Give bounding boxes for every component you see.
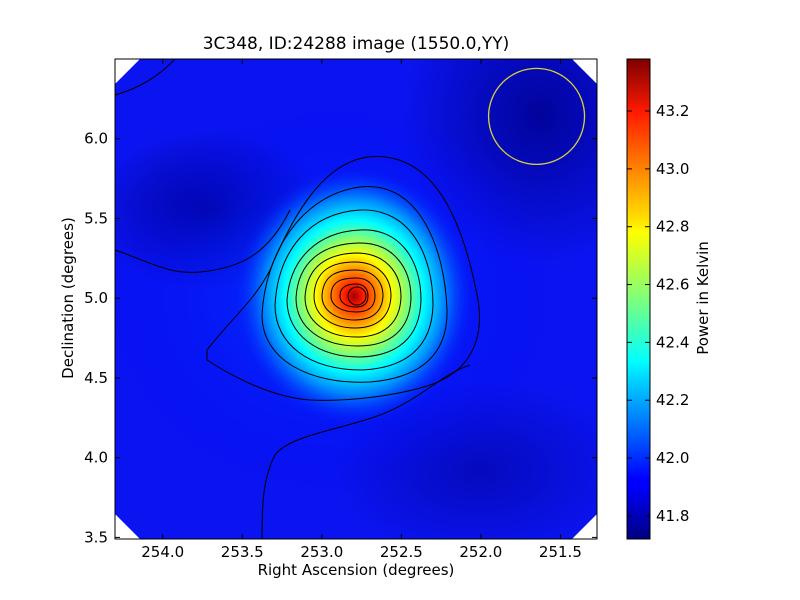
beam-circle <box>487 67 586 166</box>
colorbar-tick-label: 42.8 <box>656 218 689 236</box>
x-axis-ticks: 254.0 253.5 253.0 252.5 252.0 251.5 <box>141 59 582 561</box>
contour-3 <box>274 209 434 371</box>
x-tick-label: 252.0 <box>459 543 502 561</box>
x-axis-label: Right Ascension (degrees) <box>257 561 455 579</box>
colorbar-tick-label: 43.2 <box>656 102 689 120</box>
contour-lines <box>115 59 480 539</box>
colorbar-tick-label: 42.4 <box>656 333 689 351</box>
colorbar-label: Power in Kelvin <box>694 241 712 355</box>
contour-8 <box>321 269 384 321</box>
contour-bottom <box>261 364 471 539</box>
x-tick-label: 254.0 <box>141 543 184 561</box>
contour-6 <box>304 252 402 338</box>
plot-frame <box>114 58 598 540</box>
x-tick-label: 253.5 <box>221 543 264 561</box>
contour-left-lobe <box>115 209 291 273</box>
y-tick-label: 5.0 <box>84 289 108 307</box>
heatmap-image <box>115 59 597 539</box>
contour-10 <box>339 283 369 308</box>
y-tick-label: 5.5 <box>84 209 108 227</box>
y-tick-label: 4.0 <box>84 449 108 467</box>
colorbar-tick-label: 42.0 <box>656 449 689 467</box>
colorbar-tick-label: 42.6 <box>656 276 689 294</box>
colorbar <box>626 58 651 540</box>
contour-5 <box>295 242 412 347</box>
y-tick-label: 4.5 <box>84 369 108 387</box>
contour-9 <box>330 277 376 313</box>
y-axis-label: Declination (degrees) <box>59 217 77 379</box>
contour-2 <box>261 186 448 383</box>
x-tick-label: 251.5 <box>539 543 582 561</box>
colorbar-ticks: 41.8 42.0 42.2 42.4 42.6 42.8 43.0 43.2 <box>627 102 689 525</box>
colorbar-tick-label: 42.2 <box>656 391 689 409</box>
contour-4 <box>286 229 422 358</box>
x-tick-label: 252.5 <box>380 543 423 561</box>
colorbar-tick-label: 43.0 <box>656 160 689 178</box>
colorbar-tick-label: 41.8 <box>656 507 689 525</box>
contour-peak <box>347 286 367 306</box>
y-axis-ticks: 3.5 4.0 4.5 5.0 5.5 6.0 <box>84 130 597 546</box>
x-tick-label: 253.0 <box>300 543 343 561</box>
y-tick-label: 6.0 <box>84 130 108 148</box>
y-tick-label: 3.5 <box>84 528 108 546</box>
contour-upper-left <box>115 59 176 96</box>
chart-title: 3C348, ID:24288 image (1550.0,YY) <box>202 34 510 54</box>
contour-7 <box>313 261 392 329</box>
